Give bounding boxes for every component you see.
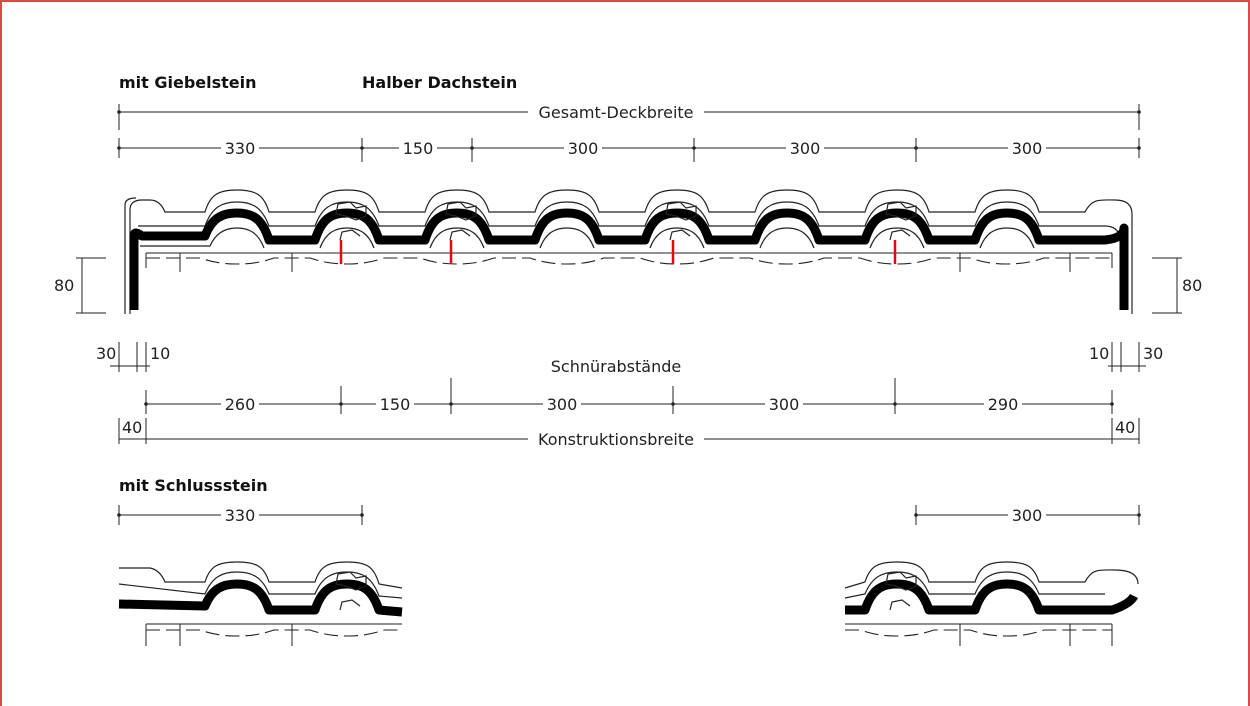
top-dim-300-a: 300 bbox=[568, 139, 599, 158]
spacing-dim-300-a: 300 bbox=[547, 395, 578, 414]
construction-width-label: Konstruktionsbreite bbox=[538, 430, 694, 449]
top-dim-300-b: 300 bbox=[790, 139, 821, 158]
construction-right-40: 40 bbox=[1115, 418, 1135, 437]
height-left-label: 80 bbox=[54, 276, 74, 295]
spacing-dimension-row: 260 150 300 300 290 bbox=[144, 378, 1114, 414]
closure-dim-300: 300 bbox=[1012, 506, 1043, 525]
total-cover-width-dimension: Gesamt-Deckbreite bbox=[117, 100, 1141, 130]
spacing-dim-150: 150 bbox=[380, 395, 411, 414]
label-gable-variant: mit Giebelstein bbox=[119, 73, 257, 92]
height-right-label: 80 bbox=[1182, 276, 1202, 295]
spacing-dim-300-b: 300 bbox=[769, 395, 800, 414]
height-dimension-right: 80 bbox=[1152, 257, 1202, 314]
closure-section-left bbox=[118, 561, 403, 646]
top-dimension-row: 330 150 300 300 300 bbox=[117, 138, 1141, 162]
offset-dimensions-right: 10 30 bbox=[1089, 342, 1163, 372]
tile-cross-section bbox=[124, 189, 1133, 314]
height-dimension-left: 80 bbox=[54, 257, 106, 314]
closure-dimension-right: 300 bbox=[914, 505, 1141, 525]
spacing-dim-290: 290 bbox=[988, 395, 1019, 414]
offset-left-30: 30 bbox=[96, 344, 116, 363]
construction-width-dimension: Konstruktionsbreite 40 40 bbox=[118, 418, 1140, 450]
total-cover-width-label: Gesamt-Deckbreite bbox=[538, 103, 693, 122]
closure-dimension-left: 330 bbox=[117, 505, 364, 525]
label-closure-variant: mit Schlussstein bbox=[119, 476, 268, 495]
closure-dim-330: 330 bbox=[225, 506, 256, 525]
offset-dimensions-left: 30 10 bbox=[96, 342, 170, 372]
offset-right-10: 10 bbox=[1089, 344, 1109, 363]
spacing-dim-260: 260 bbox=[225, 395, 256, 414]
top-dim-330: 330 bbox=[225, 139, 256, 158]
offset-right-30: 30 bbox=[1143, 344, 1163, 363]
top-dim-150: 150 bbox=[403, 139, 434, 158]
label-half-tile: Halber Dachstein bbox=[362, 73, 517, 92]
offset-left-10: 10 bbox=[150, 344, 170, 363]
closure-section-right bbox=[844, 561, 1139, 646]
construction-left-40: 40 bbox=[122, 418, 142, 437]
line-spacing-label: Schnürabstände bbox=[551, 357, 681, 376]
top-dim-300-c: 300 bbox=[1012, 139, 1043, 158]
